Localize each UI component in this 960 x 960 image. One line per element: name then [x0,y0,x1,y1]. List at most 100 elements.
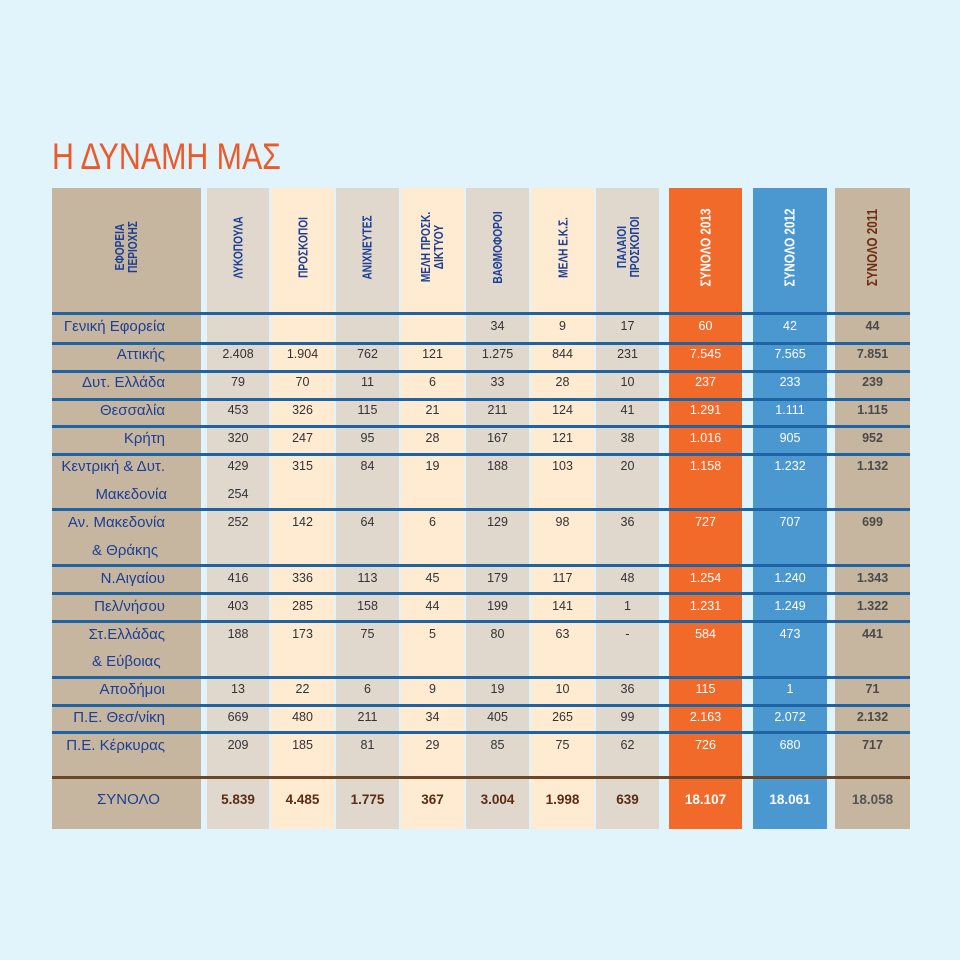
table-cell: 124 [552,403,573,417]
table-cell: 63 [555,627,570,641]
table-cell: 36 [620,515,635,529]
table-cell: 239 [862,375,883,389]
table-cell: 117 [552,571,573,585]
table-cell: 233 [779,375,801,389]
table-cell: 34 [490,319,505,333]
row-divider [52,731,910,734]
table-cell: 103 [552,459,573,473]
table-cell: 844 [552,347,573,361]
row-divider [52,592,910,595]
table-cell: 98 [555,515,570,529]
row-label: Π.Ε. Κέρκυρας [66,737,165,754]
table-cell: 680 [779,738,801,752]
row-label-continued: & Εύβοιας [92,653,161,670]
table-cell: 1 [786,682,794,696]
row-label: Ν.Αιγαίου [100,570,165,587]
column-header-label: ΠΡΟΣΚΟΠΟΙ [295,216,310,278]
table-cell: 1.275 [481,347,514,361]
row-label: Στ.Ελλάδας [88,626,165,643]
table-cell: 2.408 [222,347,254,361]
table-cell: 247 [292,431,313,445]
table-cell: 1.254 [689,571,722,585]
table-cell: - [625,627,630,641]
row-divider [52,398,910,401]
column-header-total-2013: ΣΥΝΟΛΟ 2013 [669,188,742,306]
table-cell: 62 [620,738,635,752]
table-cell: 1.115 [857,403,888,417]
table-cell: 441 [862,627,883,641]
table-cell: 952 [862,431,883,445]
table-cell: 29 [425,738,440,752]
column-header-label: ΛΥΚΟΠΟΥΛΑ [230,215,246,279]
table-cell: 199 [487,599,508,613]
table-cell: 75 [555,738,570,752]
table-cell: 113 [357,571,378,585]
total-cell: 1.998 [545,792,580,807]
table-cell: 1.240 [774,571,806,585]
table-cell: 209 [227,738,249,752]
row-divider [52,564,910,567]
table-cell: 121 [422,347,443,361]
column-header-label: ΒΑΘΜΟΦΟΡΟΙ [490,210,506,284]
table-cell: 336 [292,571,313,585]
table-cell: 79 [231,375,245,389]
table-cell: 185 [292,738,313,752]
total-cell: 3.004 [480,792,515,807]
table-cell: 95 [360,431,375,445]
table-cell: 762 [357,347,378,361]
table-cell: 726 [695,738,716,752]
total-cell: 639 [616,792,639,807]
table-cell: 28 [555,375,570,389]
table-cell: 115 [695,682,716,696]
row-divider [52,508,910,511]
table-cell: 19 [425,459,440,473]
table-cell: 64 [360,515,375,529]
table-cell: 1.249 [774,599,806,613]
table-cell: 142 [292,515,313,529]
table-cell: 5 [429,627,436,641]
table-cell: 326 [292,403,313,417]
row-divider [52,425,910,428]
table-cell: 1.158 [689,459,722,473]
row-divider [52,370,910,373]
row-label: Κεντρική & Δυτ. [61,458,165,475]
total-cell: 4.485 [285,792,320,807]
table-cell: 2.132 [856,710,889,724]
table-cell: 7.851 [856,347,889,361]
table-cell: 141 [552,599,573,613]
table-cell: 173 [292,627,313,641]
table-cell: 121 [552,431,573,445]
table-cell: 1.904 [286,347,319,361]
table-cell: 1.111 [775,403,805,417]
table-cell: 188 [487,459,508,473]
table-cell: 1.291 [689,403,722,417]
table-cell: 10 [620,375,635,389]
row-label: Πελ/νήσου [94,598,165,615]
table-cell: 41 [620,403,635,417]
table-cell: 453 [227,403,249,417]
row-label-continued: Μακεδονία [95,486,167,503]
table-cell: 9 [559,319,566,333]
table-cell: 1.322 [856,599,889,613]
table-cell: 33 [490,375,505,389]
table-cell: 179 [487,571,508,585]
table-cell: 1 [624,599,631,613]
table-cell: 99 [620,710,635,724]
table-cell: 71 [865,682,880,696]
table-cell: 34 [425,710,440,724]
row-divider [52,453,910,456]
table-cell: 7.565 [774,347,806,361]
total-label: ΣΥΝΟΛΟ [97,791,160,808]
table-cell: 115 [357,403,378,417]
table-cell: 231 [617,347,638,361]
table-cell: 21 [425,403,440,417]
table-cell: 81 [360,738,375,752]
table-cell: 403 [227,599,249,613]
total-cell: 1.775 [350,792,385,807]
row-divider [52,704,910,707]
table-cell: 75 [360,627,375,641]
row-divider [52,676,910,679]
column-header-label: ΑΝΙΧΝΕΥΤΕΣ [360,214,376,280]
column-header-meli-diktyou: ΜΕΛΗ ΠΡΟΣΚ. ΔΙΚΤΥΟΥ [401,188,464,306]
